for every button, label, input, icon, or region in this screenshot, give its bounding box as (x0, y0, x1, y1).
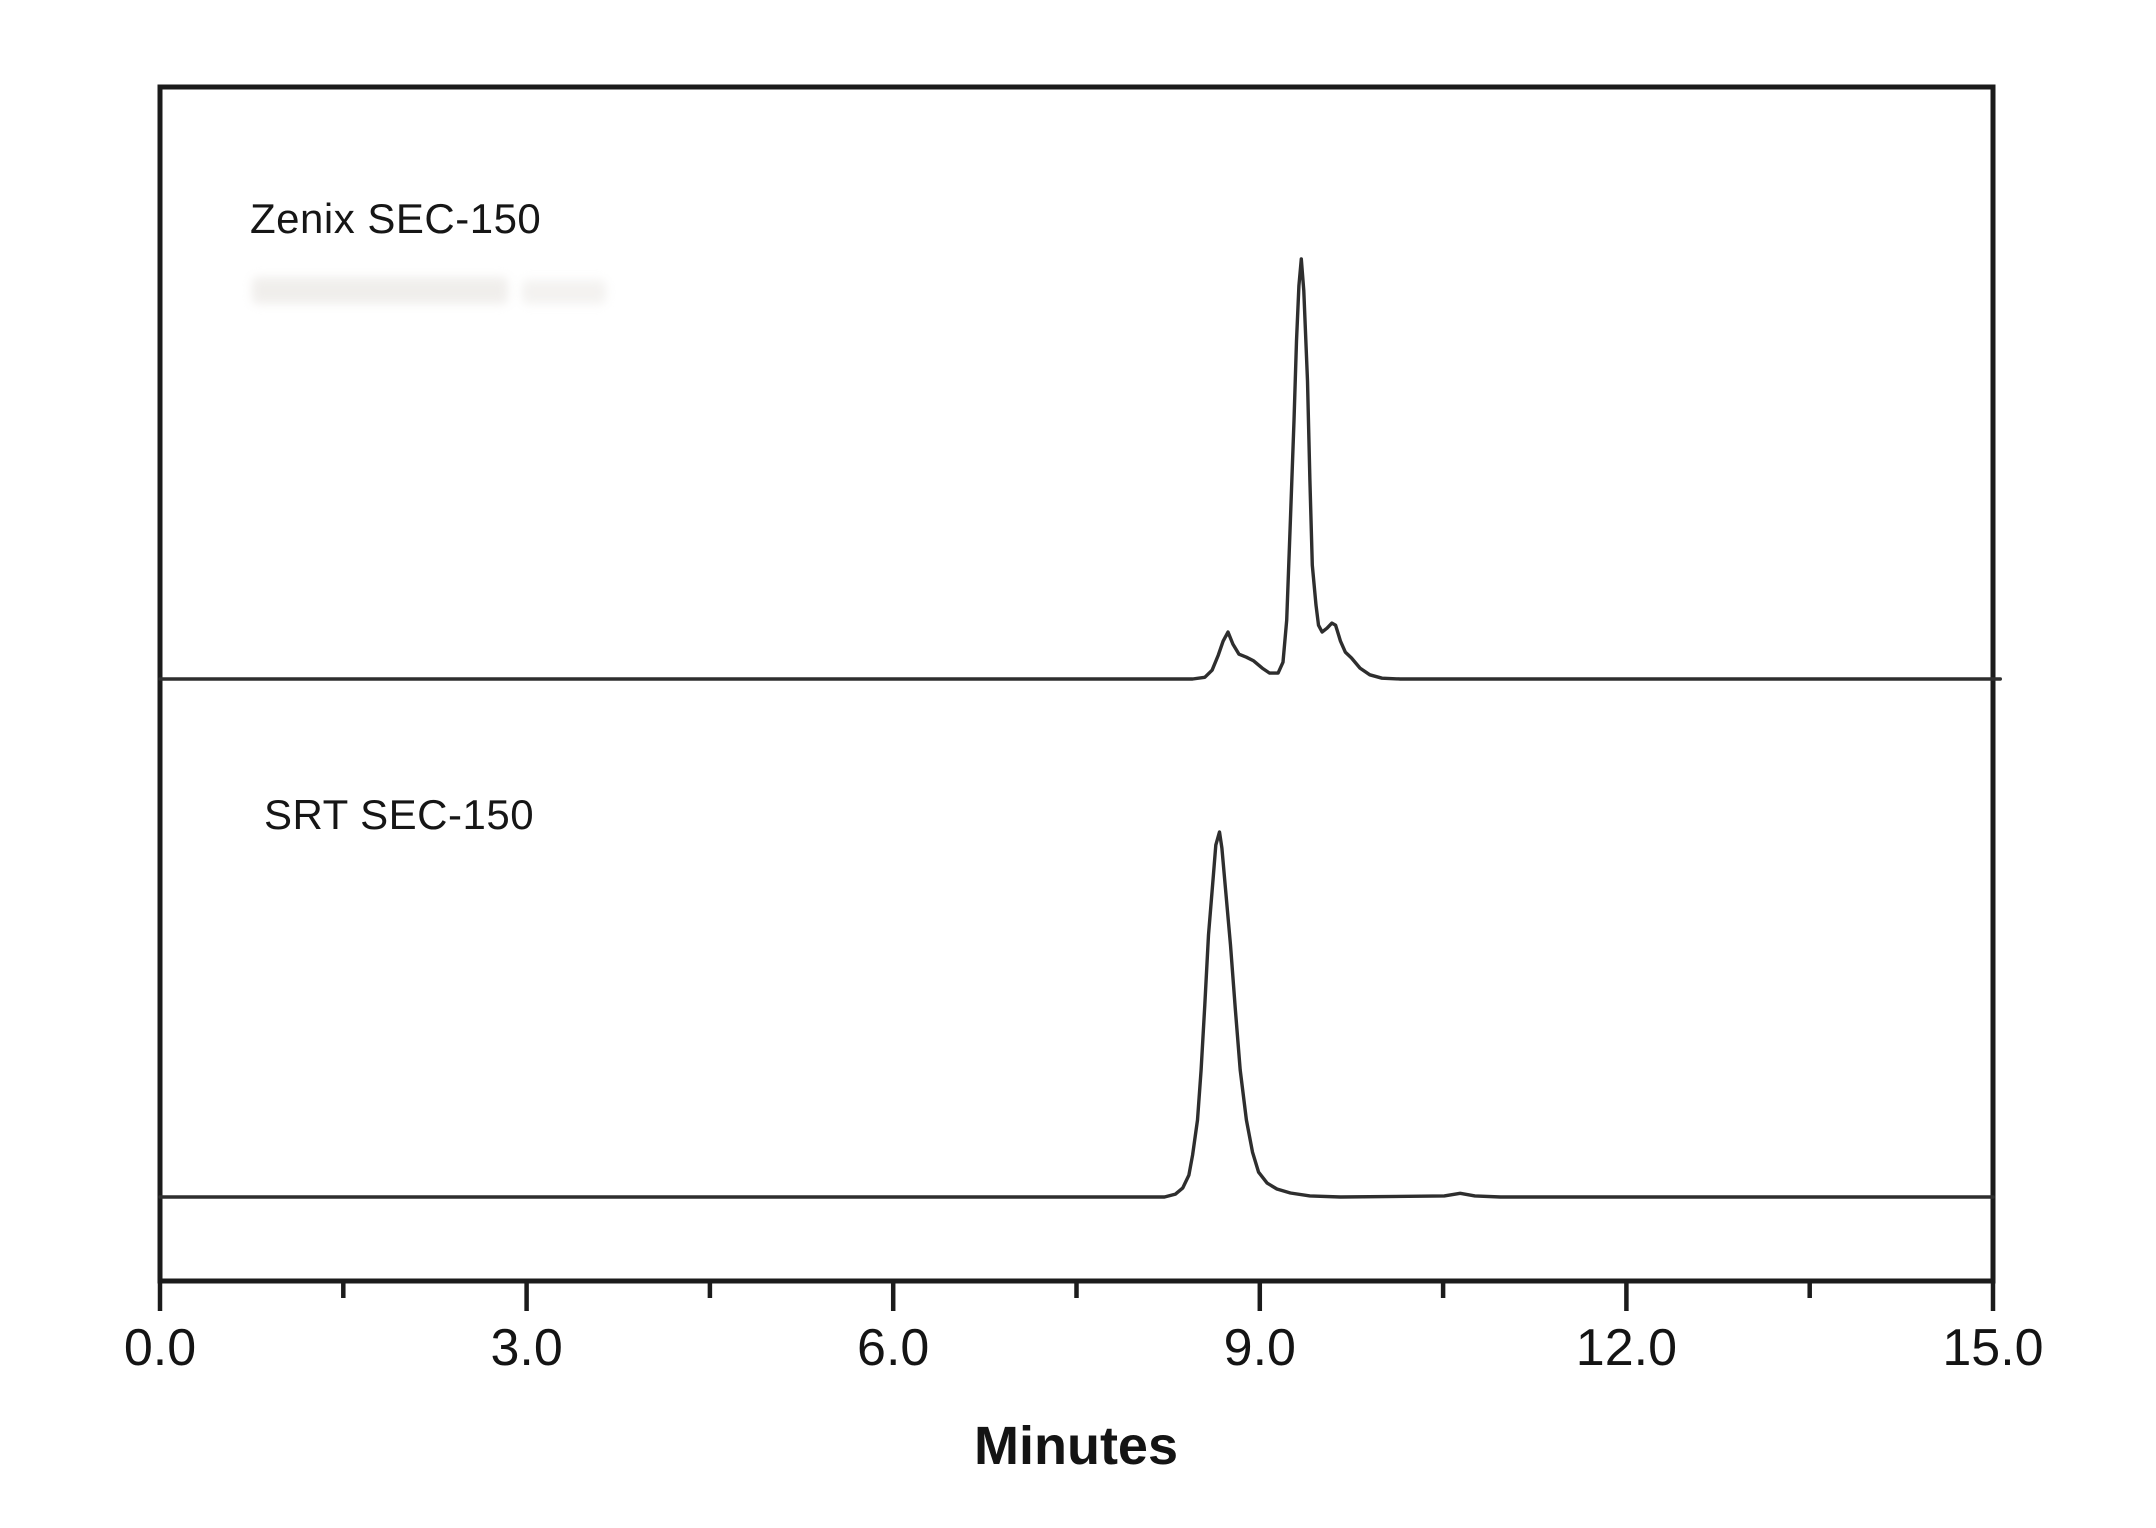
faded-watermark (252, 277, 508, 304)
x-tick-label-0.0: 0.0 (123, 1319, 197, 1377)
x-tick-label-9.0: 9.0 (1223, 1319, 1296, 1377)
trace-srt-sec-150 (158, 830, 1995, 1199)
chromatogram-traces (158, 257, 2002, 1199)
x-tick-label-6.0: 6.0 (857, 1319, 930, 1377)
trace-zenix-sec-150 (158, 257, 2002, 681)
x-tick-label-15.0: 15.0 (1942, 1319, 2044, 1377)
panel-label-srt: SRT SEC-150 (264, 791, 535, 838)
plot-frame (157, 84, 1996, 1284)
x-tick-label-12.0: 12.0 (1575, 1319, 1677, 1377)
x-axis-title: Minutes (973, 1416, 1179, 1476)
faded-watermark (522, 280, 606, 304)
x-axis-ticks (157, 1281, 1996, 1311)
panel-label-zenix: Zenix SEC-150 (250, 195, 542, 242)
x-tick-label-3.0: 3.0 (490, 1319, 563, 1377)
